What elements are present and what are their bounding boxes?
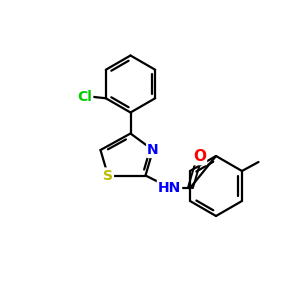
- Text: O: O: [193, 149, 206, 164]
- Text: Cl: Cl: [77, 90, 92, 104]
- Text: N: N: [147, 143, 159, 157]
- Text: HN: HN: [158, 181, 181, 194]
- Text: S: S: [103, 169, 113, 182]
